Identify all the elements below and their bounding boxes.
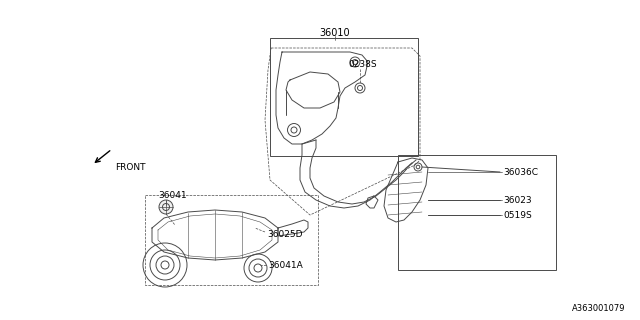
Bar — [270, 38, 418, 156]
Text: 0519S: 0519S — [503, 211, 532, 220]
Text: 36025D: 36025D — [267, 229, 303, 238]
Text: A363001079: A363001079 — [572, 304, 625, 313]
Bar — [398, 155, 556, 270]
Text: 0238S: 0238S — [348, 60, 376, 68]
Text: FRONT: FRONT — [115, 163, 145, 172]
Text: 36023: 36023 — [503, 196, 532, 204]
Text: 36041: 36041 — [159, 190, 188, 199]
Text: 36010: 36010 — [320, 28, 350, 38]
Circle shape — [159, 200, 173, 214]
Text: 36041A: 36041A — [268, 260, 303, 269]
Text: 36036C: 36036C — [503, 167, 538, 177]
